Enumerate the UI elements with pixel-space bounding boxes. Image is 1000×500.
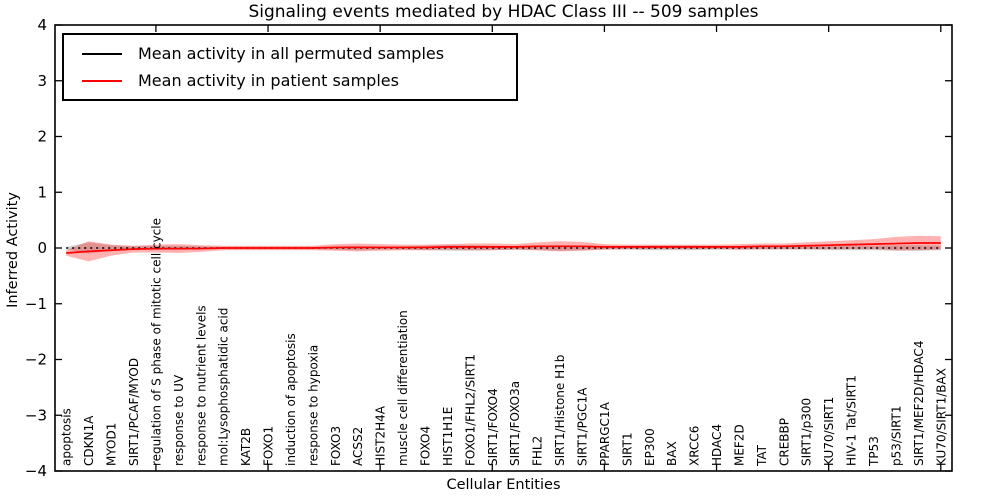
x-tick-label: PPARGC1A xyxy=(598,401,612,466)
x-tick-label: HIST1H1E xyxy=(441,407,455,466)
x-tick-label: ACSS2 xyxy=(351,427,365,466)
x-tick-label: SIRT1/PGC1A xyxy=(575,387,589,466)
series-band-0 xyxy=(66,242,941,254)
x-tick-label: MYOD1 xyxy=(105,423,119,466)
x-tick-label: BAX xyxy=(665,441,679,466)
x-tick-label: SIRT1/FOXO4 xyxy=(486,388,500,466)
x-tick-label: TP53 xyxy=(867,436,881,467)
x-tick-label: KU70/SIRT1/BAX xyxy=(934,368,948,466)
x-tick-label: FOXO4 xyxy=(419,426,433,466)
y-axis-label: Inferred Activity xyxy=(5,192,21,308)
x-tick-label: HIST2H4A xyxy=(374,405,388,466)
x-tick-label: induction of apoptosis xyxy=(284,333,298,466)
legend-line-black-icon xyxy=(82,52,122,55)
x-tick-label: SIRT1/FOXO3a xyxy=(508,381,522,466)
x-tick-label: apoptosis xyxy=(60,408,74,466)
x-tick-label: mol:Lysophosphatidic acid xyxy=(217,308,231,466)
legend-row-patient: Mean activity in patient samples xyxy=(64,67,516,94)
x-tick-label: FOXO3 xyxy=(329,426,343,466)
x-tick-label: CREBBP xyxy=(777,418,791,466)
x-tick-label: response to nutrient levels xyxy=(194,305,208,466)
y-axis-label-wrap: Inferred Activity xyxy=(0,0,26,500)
x-tick-label: XRCC6 xyxy=(688,426,702,466)
x-tick-label: MEF2D xyxy=(732,424,746,466)
x-tick-label: FHL2 xyxy=(531,436,545,466)
x-tick-label: EP300 xyxy=(643,428,657,466)
x-tick-label: regulation of S phase of mitotic cell cy… xyxy=(149,218,163,466)
x-tick-label: response to hypoxia xyxy=(306,345,320,466)
x-tick-label: SIRT1 xyxy=(620,432,634,466)
x-tick-label: TAT xyxy=(755,444,769,467)
y-tick-label: 2 xyxy=(37,128,47,146)
x-tick-label: CDKN1A xyxy=(82,415,96,466)
x-tick-label: response to UV xyxy=(172,374,186,466)
y-tick-label: −2 xyxy=(25,351,47,369)
x-tick-label: KU70/SIRT1 xyxy=(822,397,836,466)
x-tick-label: FOXO1 xyxy=(262,426,276,466)
series-line-1 xyxy=(66,242,941,254)
x-tick-label: SIRT1/p300 xyxy=(800,398,814,466)
x-tick-label: muscle cell differentiation xyxy=(396,310,410,466)
x-tick-label: HDAC4 xyxy=(710,424,724,466)
legend-label-permuted: Mean activity in all permuted samples xyxy=(138,44,445,63)
y-tick-label: −4 xyxy=(25,462,47,480)
x-tick-label: SIRT1/Histone H1b xyxy=(553,355,567,466)
chart-title: Signaling events mediated by HDAC Class … xyxy=(248,2,759,22)
x-tick-label: KAT2B xyxy=(239,428,253,466)
x-tick-label: FOXO1/FHL2/SIRT1 xyxy=(463,354,477,466)
x-tick-label: SIRT1/MEF2D/HDAC4 xyxy=(912,341,926,466)
y-tick-label: −3 xyxy=(25,406,47,424)
legend-row-permuted: Mean activity in all permuted samples xyxy=(64,40,516,67)
legend-label-patient: Mean activity in patient samples xyxy=(138,71,399,90)
y-tick-label: 0 xyxy=(37,239,47,257)
legend-line-red-icon xyxy=(82,79,122,82)
y-tick-label: 3 xyxy=(37,72,47,90)
x-tick-label: SIRT1/PCAF/MYOD xyxy=(127,358,141,466)
y-tick-label: 1 xyxy=(37,183,47,201)
y-tick-label: −1 xyxy=(25,295,47,313)
x-tick-label: HIV-1 Tat/SIRT1 xyxy=(845,375,859,466)
series-band-1 xyxy=(66,235,941,262)
x-tick-label: p53/SIRT1 xyxy=(889,405,903,466)
y-tick-label: 4 xyxy=(37,16,47,34)
legend: Mean activity in all permuted samples Me… xyxy=(62,33,518,101)
x-axis-label: Cellular Entities xyxy=(446,477,561,493)
